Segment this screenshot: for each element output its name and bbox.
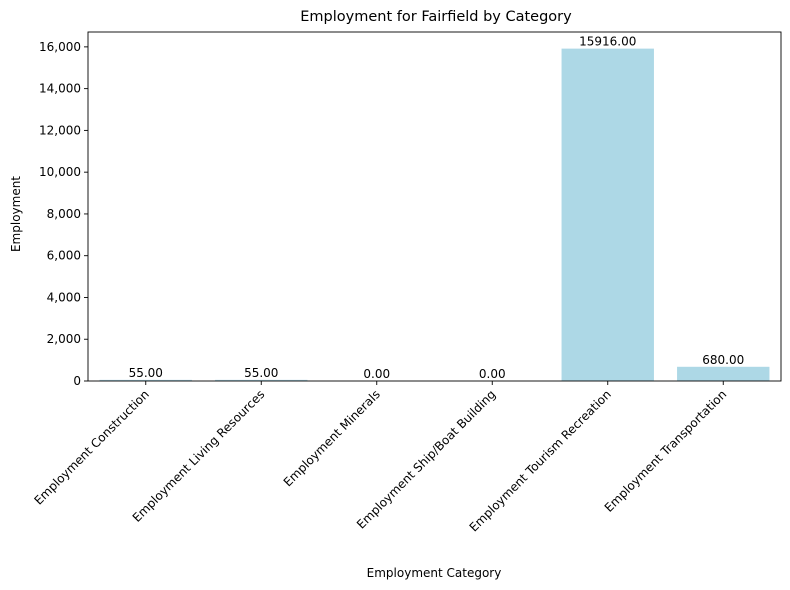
y-tick-label: 4,000 bbox=[47, 290, 81, 304]
data-labels-group: 55.00 55.00 0.00 0.00 15916.00 680.00 bbox=[129, 35, 745, 381]
y-tick-label: 10,000 bbox=[39, 165, 81, 179]
plot-frame bbox=[87, 31, 782, 382]
x-tick-label: Employment Minerals bbox=[281, 387, 383, 489]
y-tick-label: 6,000 bbox=[47, 249, 81, 263]
bar bbox=[561, 48, 654, 382]
x-tick-label: Employment Transportation bbox=[602, 387, 730, 515]
y-tick-label: 14,000 bbox=[39, 82, 81, 96]
x-tick-label: Employment Ship/Boat Building bbox=[354, 387, 498, 531]
y-tick-label: 8,000 bbox=[47, 207, 81, 221]
chart-title: Employment for Fairfield by Category bbox=[300, 9, 572, 25]
x-axis-label: Employment Category bbox=[367, 566, 502, 580]
y-tick-label: 0 bbox=[73, 374, 81, 388]
x-tick-label: Employment Living Resources bbox=[130, 387, 268, 525]
data-label: 15916.00 bbox=[579, 35, 636, 49]
x-tick-label: Employment Construction bbox=[31, 387, 151, 507]
y-axis-label: Employment bbox=[9, 176, 23, 252]
y-tick-label: 12,000 bbox=[39, 123, 81, 137]
y-axis: 0 2,000 4,000 6,000 8,000 10,000 12,000 14,000 1… bbox=[39, 40, 88, 388]
data-label: 0.00 bbox=[479, 367, 506, 381]
bar bbox=[215, 379, 308, 381]
x-tick-label: Employment Tourism Recreation bbox=[467, 387, 614, 534]
data-label: 0.00 bbox=[363, 367, 390, 381]
bar bbox=[99, 379, 192, 381]
data-label: 680.00 bbox=[702, 353, 744, 367]
bar bbox=[677, 366, 770, 381]
bars-group bbox=[99, 48, 770, 382]
data-label: 55.00 bbox=[129, 366, 163, 380]
y-tick-label: 16,000 bbox=[39, 40, 81, 54]
data-label: 55.00 bbox=[244, 366, 278, 380]
y-tick-label: 2,000 bbox=[47, 332, 81, 346]
